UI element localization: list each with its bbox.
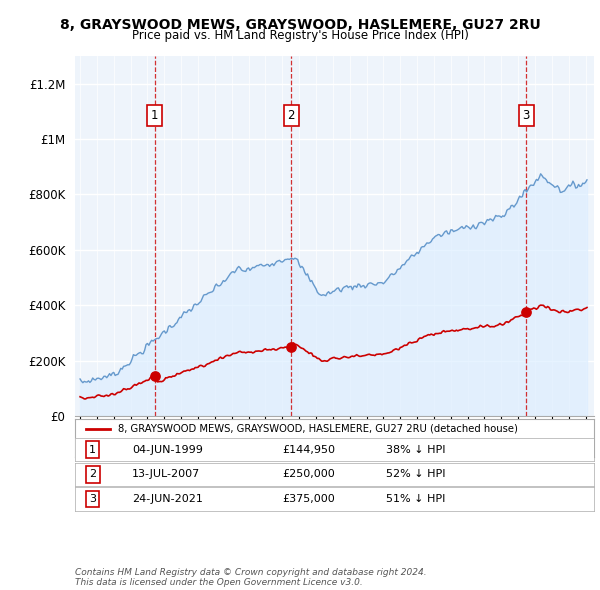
Text: Price paid vs. HM Land Registry's House Price Index (HPI): Price paid vs. HM Land Registry's House … xyxy=(131,29,469,42)
Text: Contains HM Land Registry data © Crown copyright and database right 2024.
This d: Contains HM Land Registry data © Crown c… xyxy=(75,568,427,587)
Text: £375,000: £375,000 xyxy=(283,494,335,504)
Point xyxy=(521,307,531,317)
Point xyxy=(287,342,296,352)
Text: 38% ↓ HPI: 38% ↓ HPI xyxy=(386,445,446,454)
Text: 3: 3 xyxy=(523,109,530,122)
Text: 1: 1 xyxy=(89,445,96,454)
Text: £144,950: £144,950 xyxy=(283,445,335,454)
Text: 24-JUN-2021: 24-JUN-2021 xyxy=(132,494,203,504)
Point xyxy=(150,371,160,381)
Text: 8, GRAYSWOOD MEWS, GRAYSWOOD, HASLEMERE, GU27 2RU: 8, GRAYSWOOD MEWS, GRAYSWOOD, HASLEMERE,… xyxy=(59,18,541,32)
Text: 2: 2 xyxy=(89,470,96,479)
Text: 8, GRAYSWOOD MEWS, GRAYSWOOD, HASLEMERE, GU27 2RU (detached house): 8, GRAYSWOOD MEWS, GRAYSWOOD, HASLEMERE,… xyxy=(118,424,517,434)
Text: 51% ↓ HPI: 51% ↓ HPI xyxy=(386,494,446,504)
Text: 04-JUN-1999: 04-JUN-1999 xyxy=(132,445,203,454)
Text: 13-JUL-2007: 13-JUL-2007 xyxy=(132,470,200,479)
Text: 2: 2 xyxy=(287,109,295,122)
Text: 52% ↓ HPI: 52% ↓ HPI xyxy=(386,470,446,479)
Text: HPI: Average price, detached house, Waverley: HPI: Average price, detached house, Wave… xyxy=(118,442,349,453)
Text: 1: 1 xyxy=(151,109,158,122)
Text: 3: 3 xyxy=(89,494,96,504)
Text: £250,000: £250,000 xyxy=(283,470,335,479)
